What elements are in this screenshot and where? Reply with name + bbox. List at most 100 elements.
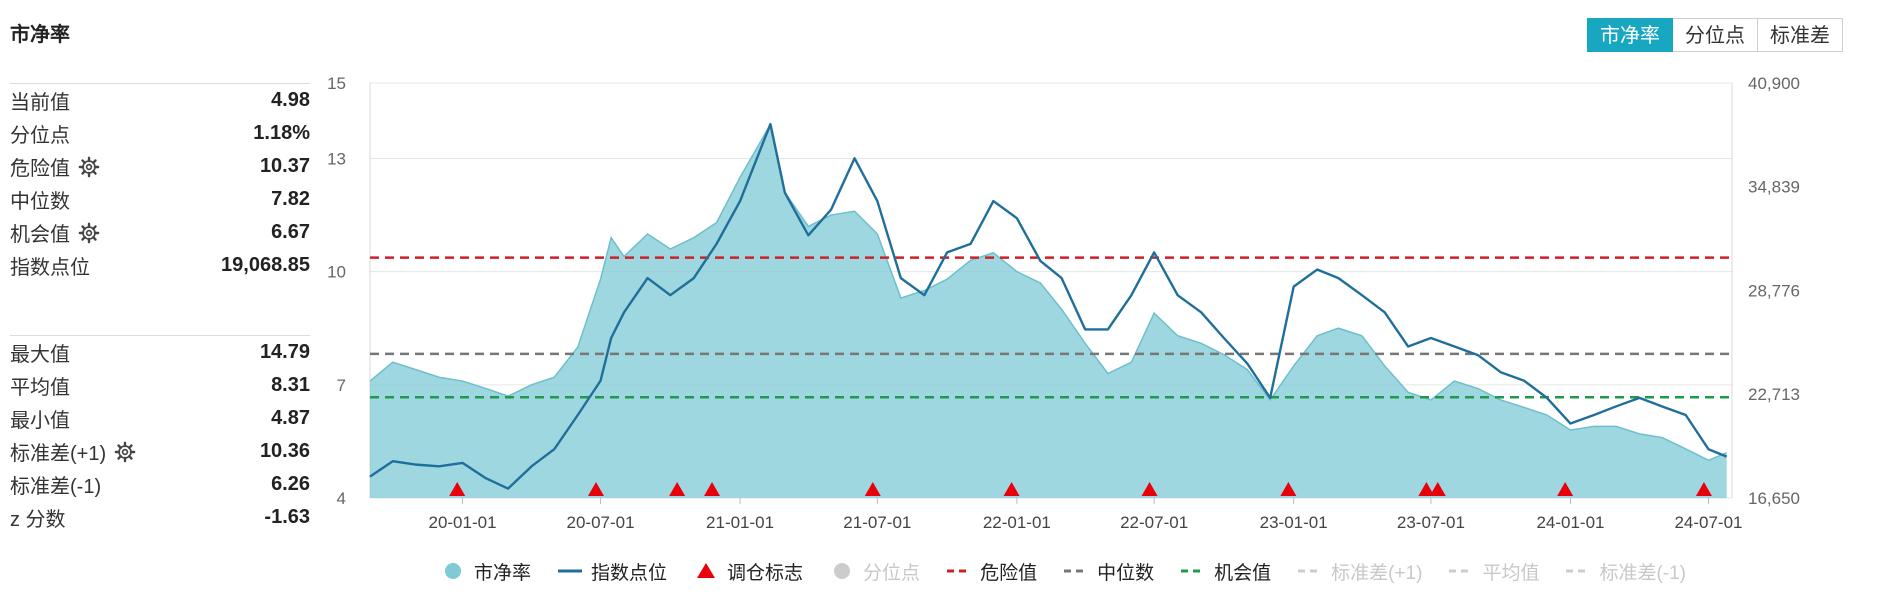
x-axis-tick: 22-07-01 — [1120, 513, 1188, 532]
legend-item-5[interactable]: 中位数 — [1063, 558, 1154, 585]
stat-value: 14.79 — [259, 341, 310, 363]
left-axis-tick: 13 — [327, 149, 346, 168]
legend-label: 指数点位 — [591, 562, 668, 584]
rebalance-marker — [1429, 482, 1446, 496]
tab-2[interactable]: 标准差 — [1758, 18, 1843, 52]
rebalance-marker — [1418, 482, 1435, 496]
stat-value: 4.87 — [271, 407, 310, 429]
x-axis-tick: 20-01-01 — [428, 513, 496, 532]
x-axis-tick: 23-07-01 — [1397, 513, 1465, 532]
rebalance-marker — [449, 482, 466, 496]
stat-bottom-row-0: 最大值 14.79 — [10, 336, 310, 369]
legend-symbol-dash — [1181, 569, 1206, 573]
stat-label-text: 标准差(+1) — [10, 443, 107, 465]
pb-area — [370, 124, 1727, 498]
right-axis-tick: 34,839 — [1748, 178, 1800, 197]
legend-symbol-line — [558, 569, 583, 573]
x-axis-tick: 21-01-01 — [706, 513, 774, 532]
left-axis-tick: 7 — [337, 376, 346, 395]
stat-label-text: 中位数 — [10, 191, 70, 213]
stat-bottom-row-1: 平均值 8.31 — [10, 369, 310, 402]
stat-label-text: 危险值 — [10, 158, 70, 180]
stat-value: 6.67 — [271, 221, 310, 243]
rebalance-marker — [1141, 482, 1158, 496]
stat-value: 6.26 — [271, 473, 310, 495]
stat-value: 19,068.85 — [221, 254, 310, 276]
stat-value: 10.36 — [259, 440, 310, 462]
gear-icon[interactable] — [78, 156, 100, 178]
stat-label: 当前值 — [10, 86, 70, 115]
rebalance-marker — [1695, 482, 1712, 496]
x-axis-tick: 23-01-01 — [1260, 513, 1328, 532]
page-title: 市净率 — [10, 24, 70, 46]
rebalance-marker — [669, 482, 686, 496]
stat-top-row-0: 当前值 4.98 — [10, 84, 310, 117]
stat-top-row-4: 机会值 6.67 — [10, 216, 310, 249]
stat-top-row-5: 指数点位 19,068.85 — [10, 249, 310, 282]
stat-label: 中位数 — [10, 185, 70, 214]
tab-0[interactable]: 市净率 — [1587, 18, 1673, 52]
stat-bottom-row-4: 标准差(-1) 6.26 — [10, 468, 310, 501]
legend-item-4[interactable]: 危险值 — [946, 558, 1037, 585]
left-axis-tick: 10 — [327, 263, 346, 282]
legend-label: 机会值 — [1214, 562, 1272, 584]
right-axis-tick: 40,900 — [1748, 74, 1800, 93]
stat-label-text: 机会值 — [10, 224, 70, 246]
gear-icon[interactable] — [114, 441, 136, 463]
legend-symbol-triangle — [697, 563, 716, 578]
stat-label: 最大值 — [10, 338, 70, 367]
stat-label: 危险值 — [10, 152, 100, 181]
x-axis-tick: 24-01-01 — [1536, 513, 1604, 532]
stat-value: 4.98 — [271, 89, 310, 111]
left-axis-tick: 15 — [327, 74, 346, 93]
stat-top-row-3: 中位数 7.82 — [10, 183, 310, 216]
stat-value: 10.37 — [259, 155, 310, 177]
legend-item-6[interactable]: 机会值 — [1180, 558, 1271, 585]
left-axis-tick: 4 — [337, 489, 346, 508]
legend-label: 危险值 — [980, 562, 1038, 584]
legend-item-3[interactable]: 分位点 — [829, 558, 920, 585]
legend-item-0[interactable]: 市净率 — [440, 558, 531, 585]
stat-label-text: 当前值 — [10, 92, 70, 114]
stat-label-text: z 分数 — [10, 509, 66, 531]
stat-value: 8.31 — [271, 374, 310, 396]
legend-item-8[interactable]: 平均值 — [1448, 558, 1539, 585]
stat-label: 标准差(+1) — [10, 437, 136, 466]
legend-item-7[interactable]: 标准差(+1) — [1297, 558, 1422, 585]
legend-item-2[interactable]: 调仓标志 — [693, 558, 803, 585]
stat-label-text: 标准差(-1) — [10, 476, 102, 498]
legend-label: 平均值 — [1482, 562, 1540, 584]
stat-value: -1.63 — [264, 506, 310, 528]
right-axis-tick: 22,713 — [1748, 385, 1800, 404]
stat-value: 1.18% — [253, 122, 310, 144]
x-axis-tick: 24-07-01 — [1674, 513, 1742, 532]
legend-symbol-dot — [834, 563, 851, 579]
stat-label: 平均值 — [10, 371, 70, 400]
legend-symbol-dash — [1064, 569, 1089, 573]
stat-label-text: 分位点 — [10, 125, 70, 147]
pb-line — [369, 122, 1727, 462]
right-axis-tick: 28,776 — [1748, 281, 1800, 300]
stat-label: 标准差(-1) — [10, 470, 101, 499]
gear-icon[interactable] — [78, 222, 100, 244]
index-line — [369, 122, 1728, 490]
legend-symbol-dash — [1566, 569, 1591, 573]
stats-panel-bottom: 最大值 14.79 平均值 8.31 最小值 4.87 标准差(+1) 10.36 标准差(-1… — [10, 335, 310, 534]
stat-bottom-row-2: 最小值 4.87 — [10, 402, 310, 435]
stat-label-text: 指数点位 — [10, 257, 90, 279]
x-axis-tick: 21-07-01 — [843, 513, 911, 532]
stat-label-text: 平均值 — [10, 377, 70, 399]
stat-bottom-row-3: 标准差(+1) 10.36 — [10, 435, 310, 468]
tab-1[interactable]: 分位点 — [1673, 18, 1758, 52]
legend-label: 市净率 — [474, 562, 532, 584]
stat-label: 最小值 — [10, 404, 70, 433]
stat-label: 分位点 — [10, 119, 70, 148]
stat-top-row-2: 危险值 10.37 — [10, 150, 310, 183]
legend-symbol-dot — [445, 563, 461, 579]
legend-symbol-dash — [947, 569, 972, 573]
legend-item-9[interactable]: 标准差(-1) — [1565, 558, 1686, 585]
stat-label-text: 最大值 — [10, 344, 70, 366]
legend-item-1[interactable]: 指数点位 — [557, 558, 667, 585]
stat-top-row-1: 分位点 1.18% — [10, 117, 310, 150]
